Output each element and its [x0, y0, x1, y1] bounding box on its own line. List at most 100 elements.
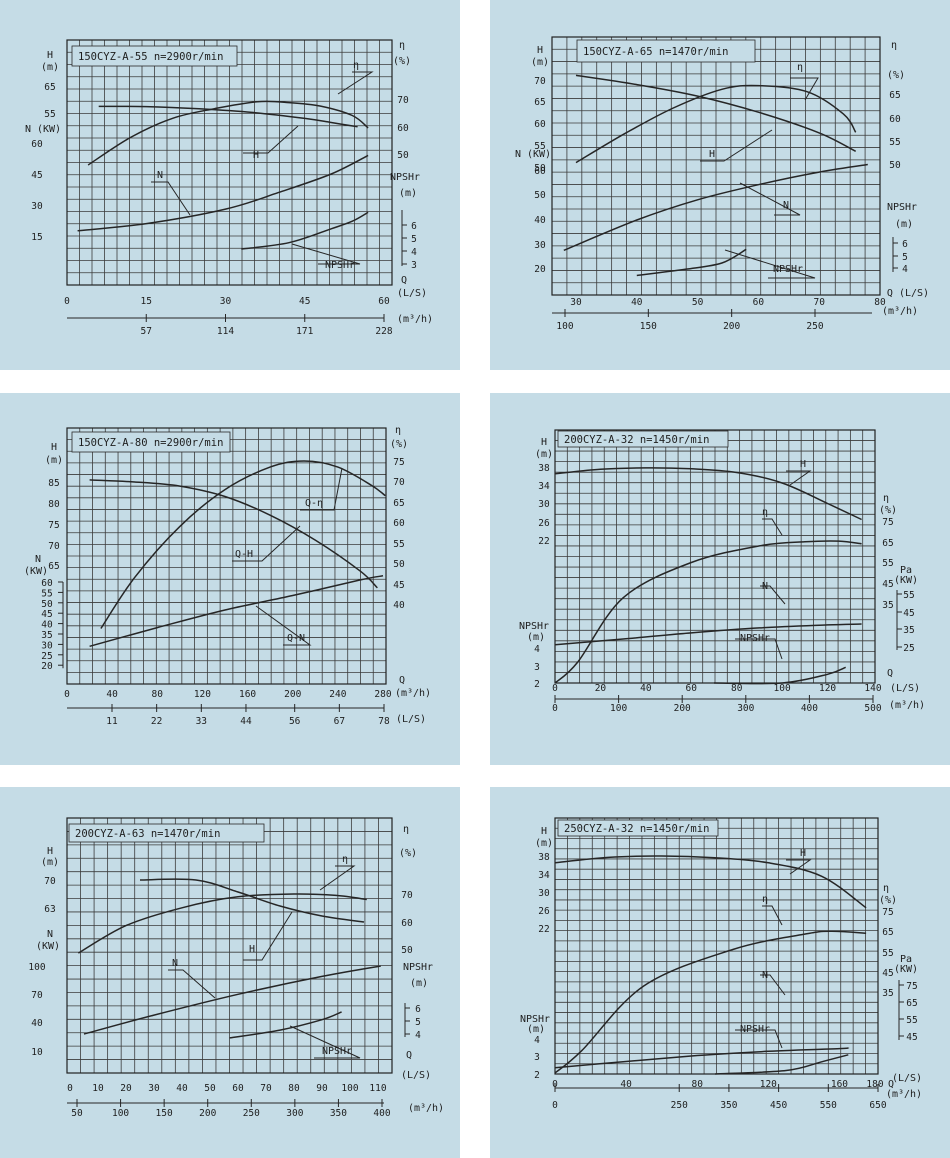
x-tick-label: 50	[204, 1083, 216, 1094]
curve-h	[575, 74, 857, 152]
x-tick-label: 60	[686, 683, 698, 694]
y-tick-label: 38	[538, 852, 550, 863]
curve-qn	[89, 575, 384, 648]
curve-label-leader	[232, 525, 301, 562]
x2-tick-label: 400	[801, 703, 818, 714]
x-tick-label: 100	[341, 1083, 358, 1094]
x2-tick-label: 114	[217, 326, 234, 337]
axis-title: NPSHr	[887, 202, 917, 213]
x-tick-label: 120	[194, 689, 211, 700]
x-tick-label: 100	[774, 683, 791, 694]
curve-	[575, 84, 857, 164]
chart-title-box	[71, 431, 231, 453]
curve-label: N	[172, 958, 178, 969]
curve-h	[139, 878, 365, 923]
axis-title: Q	[401, 275, 407, 286]
x2-tick-label: 200	[723, 321, 740, 332]
y-tick-label: 4	[534, 644, 540, 655]
x-tick-label: 140	[864, 683, 881, 694]
x2-tick-label: 200	[199, 1108, 216, 1119]
x-tick-label: 240	[329, 689, 346, 700]
y-tick-label: 22	[538, 536, 549, 547]
curve-label: H	[253, 150, 259, 161]
curve-label-leader	[735, 638, 783, 660]
curve-	[78, 893, 367, 954]
y-tick-label: 3	[534, 662, 540, 673]
y-tick-label: 35	[41, 630, 52, 641]
y-tick-label: 55	[882, 948, 893, 959]
chart-2-grid	[551, 36, 881, 296]
x-tick-label: 160	[239, 689, 256, 700]
chart-title: 200CYZ-A-32 n=1450r/min	[564, 434, 709, 446]
y-tick-label: 45	[31, 170, 42, 181]
axis-title: (m)	[41, 62, 59, 73]
axis-title: (m)	[535, 838, 553, 849]
axis-title: H	[541, 826, 547, 837]
curve-q	[100, 460, 386, 629]
y-tick-label: 65	[44, 82, 55, 93]
y-tick-label: 30	[534, 240, 546, 251]
axis-title: Q (L/S)	[887, 288, 929, 299]
curve-label: N	[157, 170, 163, 181]
curve-label: η	[762, 894, 768, 905]
y-tick-label: 55	[393, 539, 404, 550]
chart-4-grid	[554, 429, 876, 684]
y-tick-label: 4	[411, 247, 417, 258]
y-tick-label: 6	[411, 221, 417, 232]
y-tick-label: 100	[28, 962, 45, 973]
x2-tick-label: 67	[334, 716, 345, 727]
x-tick-label: 60	[232, 1083, 244, 1094]
plot-frame	[66, 817, 393, 1074]
axis-title: (m)	[399, 188, 417, 199]
x-tick-label: 40	[640, 683, 652, 694]
chart-panel-4: 200CYZ-A-32 n=1450r/min 0 20 40 60 80 100 120 14…	[490, 393, 950, 765]
x2-tick-label: 57	[141, 326, 152, 337]
y-tick-label: 4	[534, 1035, 540, 1046]
y-tick-label: 65	[534, 97, 545, 108]
chart-title: 200CYZ-A-63 n=1470r/min	[75, 828, 220, 840]
axis-title: η	[399, 40, 405, 51]
y-tick-label: 30	[538, 499, 550, 510]
axis-title: H	[541, 437, 547, 448]
axis-title: N	[47, 929, 53, 940]
y-tick-label: 50	[393, 559, 405, 570]
y-tick-label: 20	[534, 264, 546, 275]
curve-label-leader	[762, 518, 783, 536]
x-tick-label: 40	[106, 689, 118, 700]
y-tick-label: 65	[889, 90, 900, 101]
y-tick-label: 30	[41, 640, 53, 651]
axis-title: (m³/h)	[395, 688, 431, 699]
x2-tick-label: 171	[296, 326, 313, 337]
curve-label-leader	[762, 905, 783, 926]
axis-title: η	[403, 824, 409, 835]
y-tick-label: 70	[401, 890, 413, 901]
curve-label: Q-H	[235, 549, 253, 560]
curve-n	[554, 1047, 850, 1069]
axis-title: H	[47, 846, 53, 857]
plot-frame	[66, 427, 387, 685]
y-tick-label: 70	[534, 76, 546, 87]
y-tick-label: 75	[882, 907, 893, 918]
curve-n	[554, 623, 862, 646]
curve-	[87, 100, 369, 166]
curve-label-leader	[255, 605, 312, 646]
y-tick-label: 60	[889, 114, 901, 125]
chart-svg-5: 200CYZ-A-63 n=1470r/min 0 10 20 30 40 50 60 70 80…	[28, 817, 444, 1119]
curve-label: η	[797, 62, 803, 73]
y-tick-label: 55	[41, 588, 52, 599]
y-tick-label: 55	[44, 109, 55, 120]
chart-title: 150CYZ-A-65 n=1470r/min	[583, 46, 728, 58]
x2-tick-label: 33	[196, 716, 207, 727]
axis-title: (%)	[399, 848, 417, 859]
x2-tick-label: 150	[640, 321, 657, 332]
x-tick-label: 60	[378, 296, 390, 307]
axis-title: NPSHr	[390, 172, 420, 183]
curve-label-leader	[289, 1025, 361, 1059]
axis-title: NPSHr	[519, 621, 549, 632]
axis-title: N (KW)	[25, 124, 61, 135]
curve-h	[554, 467, 862, 521]
